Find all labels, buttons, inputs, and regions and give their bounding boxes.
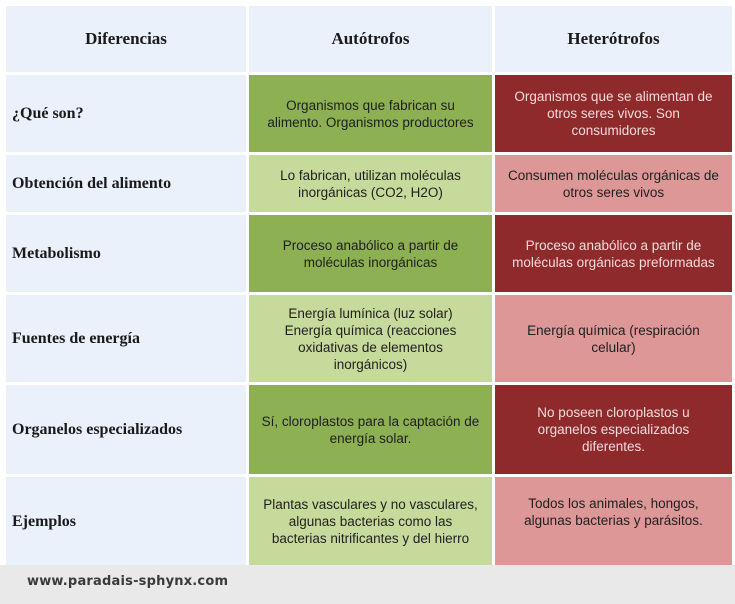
heterotrofos-cell: Proceso anabólico a partir de moléculas … [491, 212, 735, 295]
header-diferencias: Diferencias [2, 3, 250, 75]
table-row: Ejemplos Plantas vasculares y no vascula… [2, 474, 735, 569]
autotrofos-cell-text: Lo fabrican, utilizan moléculas inorgáni… [280, 167, 461, 200]
row-label: Metabolismo [2, 212, 250, 295]
heterotrofos-cell-text: Proceso anabólico a partir de moléculas … [512, 237, 715, 270]
heterotrofos-cell: Energía química (respiración celular) [491, 292, 735, 385]
row-label: Fuentes de energía [2, 292, 250, 385]
heterotrofos-cell-text: Todos los animales, hongos, algunas bact… [524, 496, 703, 528]
table-row: ¿Qué son? Organismos que fabrican su ali… [2, 72, 735, 155]
heterotrofos-cell: No poseen cloroplastos u organelos espec… [491, 382, 735, 477]
autotrofos-cell: Lo fabrican, utilizan moléculas inorgáni… [246, 152, 495, 215]
row-label: Ejemplos [2, 474, 250, 569]
heterotrofos-cell-text: Consumen moléculas orgánicas de otros se… [508, 167, 719, 200]
autotrofos-cell-text: Energía lumínica (luz solar) Energía quí… [284, 305, 457, 372]
row-label: Obtención del alimento [2, 152, 250, 215]
comparison-sheet: Diferencias Autótrofos Heterótrofos ¿Qué… [0, 0, 735, 569]
autotrofos-cell: Sí, cloroplastos para la captación de en… [246, 382, 495, 477]
source-url: www.paradais-sphynx.com [27, 574, 229, 589]
autotrofos-cell-text: Sí, cloroplastos para la captación de en… [261, 413, 480, 446]
autotrofos-cell: Energía lumínica (luz solar) Energía quí… [246, 292, 495, 385]
autotrofos-cell: Proceso anabólico a partir de moléculas … [246, 212, 495, 295]
table-row: Obtención del alimento Lo fabrican, util… [2, 152, 735, 215]
heterotrofos-cell: Organismos que se alimentan de otros ser… [491, 72, 735, 155]
table-row: Metabolismo Proceso anabólico a partir d… [2, 212, 735, 295]
heterotrofos-cell-text: No poseen cloroplastos u organelos espec… [537, 405, 690, 454]
table-row: Organelos especializados Sí, cloroplasto… [2, 382, 735, 477]
heterotrofos-cell-text: Energía química (respiración celular) [527, 322, 700, 355]
autotrofos-cell-text: Organismos que fabrican su alimento. Org… [267, 97, 474, 130]
footer-bar: www.paradais-sphynx.com [0, 565, 735, 604]
autotrofos-cell: Organismos que fabrican su alimento. Org… [246, 72, 495, 155]
header-row: Diferencias Autótrofos Heterótrofos [2, 3, 735, 75]
comparison-table: Diferencias Autótrofos Heterótrofos ¿Qué… [2, 3, 735, 569]
row-label: Organelos especializados [2, 382, 250, 477]
row-label: ¿Qué son? [2, 72, 250, 155]
heterotrofos-cell: Consumen moléculas orgánicas de otros se… [491, 152, 735, 215]
heterotrofos-cell: Todos los animales, hongos, algunas bact… [491, 474, 735, 569]
autotrofos-cell: Plantas vasculares y no vasculares, algu… [246, 474, 495, 569]
table-row: Fuentes de energía Energía lumínica (luz… [2, 292, 735, 385]
autotrofos-cell-text: Plantas vasculares y no vasculares, algu… [263, 497, 478, 546]
header-autotrofos: Autótrofos [246, 3, 495, 75]
autotrofos-cell-text: Proceso anabólico a partir de moléculas … [282, 237, 459, 270]
heterotrofos-cell-text: Organismos que se alimentan de otros ser… [514, 89, 713, 138]
header-heterotrofos: Heterótrofos [491, 3, 735, 75]
